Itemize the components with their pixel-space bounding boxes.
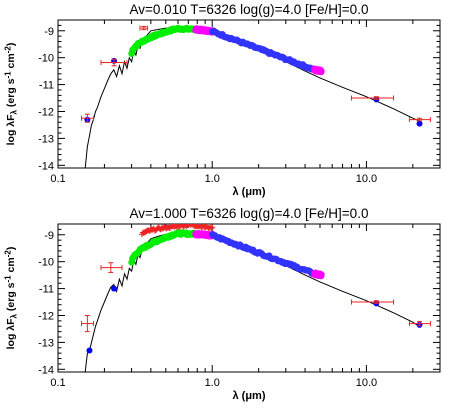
y-axis-label: log λFλ (erg s-1 cm-2) (4, 43, 19, 146)
y-axis-label-part: log λF (5, 114, 17, 146)
spectrum-point (318, 271, 325, 278)
y-axis-label-part: -2 (4, 46, 13, 54)
x-axis-label: λ (μm) (232, 390, 265, 402)
chart-title: Av=0.010 T=6326 log(g)=4.0 [Fe/H]=0.0 (130, 2, 369, 17)
y-axis-label-part: -1 (4, 275, 13, 283)
y-tick-label: -13 (38, 133, 54, 145)
plot-area (80, 224, 431, 372)
y-tick-label: -12 (38, 106, 54, 118)
sed-panel-top: Av=0.010 T=6326 log(g)=4.0 [Fe/H]=0.0 0.1… (4, 2, 441, 198)
x-tick-label: 1.0 (205, 173, 220, 185)
y-tick-label: -10 (38, 53, 54, 65)
y-tick-label: -10 (38, 257, 54, 269)
spectrum-series (128, 229, 200, 266)
y-tick-label: -14 (38, 160, 54, 172)
y-axis-label: log λFλ (erg s-1 cm-2) (4, 247, 19, 350)
y-axis-label-part: log λF (5, 318, 17, 350)
y-axis-label-part: ) (5, 43, 17, 47)
model-photometry-point (86, 347, 93, 354)
y-axis-label-part: cm (5, 53, 17, 71)
y-axis-label-part: -1 (4, 71, 13, 79)
model-photometry-point (416, 120, 423, 127)
y-axis-label-part: λ (10, 313, 19, 318)
y-tick-label: -11 (39, 284, 54, 296)
y-tick-label: -9 (44, 230, 54, 242)
spectrum-series (208, 231, 318, 278)
x-tick-label: 1.0 (205, 377, 220, 389)
spectrum-point (318, 68, 325, 75)
y-axis-label-part: (erg s (5, 78, 17, 110)
spectrum-series (311, 269, 325, 280)
y-axis-label-part: -2 (4, 250, 13, 258)
y-tick-label: -11 (39, 80, 54, 92)
y-axis-label-part: cm (5, 257, 17, 275)
y-tick-label: -13 (38, 337, 54, 349)
spectrum-series (138, 224, 216, 238)
y-tick-label: -14 (38, 364, 54, 376)
spectrum-series (208, 27, 318, 74)
chart-title: Av=1.000 T=6326 log(g)=4.0 [Fe/H]=0.0 (130, 206, 369, 221)
y-axis-label-part: (erg s (5, 282, 17, 314)
model-photometry-point (111, 285, 118, 292)
spectrum-series (311, 65, 325, 76)
x-axis-label: λ (μm) (232, 186, 265, 198)
y-tick-label: -9 (44, 26, 54, 38)
y-tick-label: -12 (38, 310, 54, 322)
y-axis-label-part: λ (10, 109, 19, 114)
y-axis-label-part: ) (5, 247, 17, 251)
plot-frame (57, 223, 441, 373)
x-tick-label: 0.1 (50, 377, 65, 389)
x-tick-label: 10.0 (356, 173, 377, 185)
sed-panel-bottom: Av=1.000 T=6326 log(g)=4.0 [Fe/H]=0.0 0.1… (4, 206, 441, 402)
x-tick-label: 10.0 (356, 377, 377, 389)
plot-area (80, 24, 431, 168)
spectrum-series (128, 24, 200, 57)
plot-frame (57, 19, 441, 169)
x-tick-label: 0.1 (50, 173, 65, 185)
